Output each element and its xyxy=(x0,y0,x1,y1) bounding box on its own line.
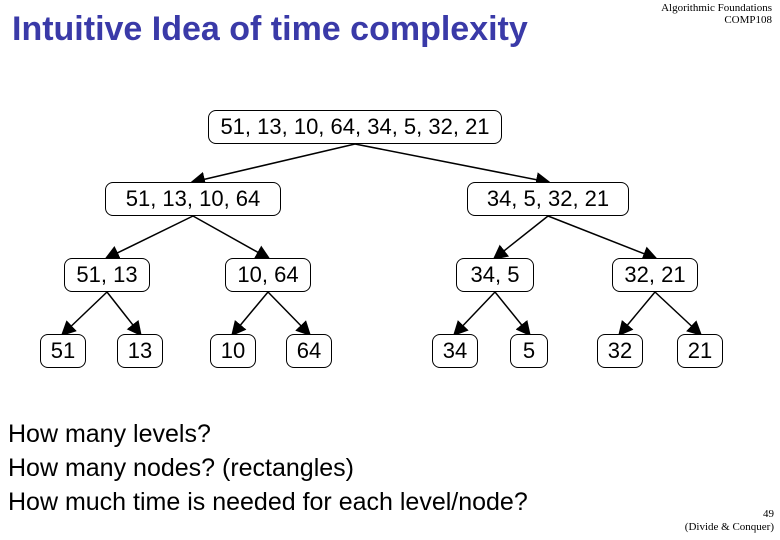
course-line2: COMP108 xyxy=(661,14,772,26)
tree-node: 10 xyxy=(210,334,256,368)
page-title: Intuitive Idea of time complexity xyxy=(12,10,528,49)
course-line1: Algorithmic Foundations xyxy=(661,2,772,14)
tree-node: 51 xyxy=(40,334,86,368)
tree-node: 34 xyxy=(432,334,478,368)
tree-node: 64 xyxy=(286,334,332,368)
tree-node: 10, 64 xyxy=(225,258,311,292)
questions-block: How many levels? How many nodes? (rectan… xyxy=(8,418,528,519)
tree-node: 32 xyxy=(597,334,643,368)
tree-node: 5 xyxy=(510,334,548,368)
tree-node: 51, 13 xyxy=(64,258,150,292)
question-2: How many nodes? (rectangles) xyxy=(8,452,528,486)
question-3: How much time is needed for each level/n… xyxy=(8,486,528,520)
footer: 49 (Divide & Conquer) xyxy=(685,508,774,534)
tree-node: 13 xyxy=(117,334,163,368)
tree-node: 34, 5 xyxy=(456,258,534,292)
tree-node: 32, 21 xyxy=(612,258,698,292)
tree-node: 21 xyxy=(677,334,723,368)
question-1: How many levels? xyxy=(8,418,528,452)
slide-number: 49 xyxy=(685,508,774,521)
section-label: (Divide & Conquer) xyxy=(685,521,774,534)
tree-node: 51, 13, 10, 64 xyxy=(105,182,281,216)
tree-node: 51, 13, 10, 64, 34, 5, 32, 21 xyxy=(208,110,502,144)
tree-node: 34, 5, 32, 21 xyxy=(467,182,629,216)
course-meta: Algorithmic Foundations COMP108 xyxy=(661,2,772,26)
